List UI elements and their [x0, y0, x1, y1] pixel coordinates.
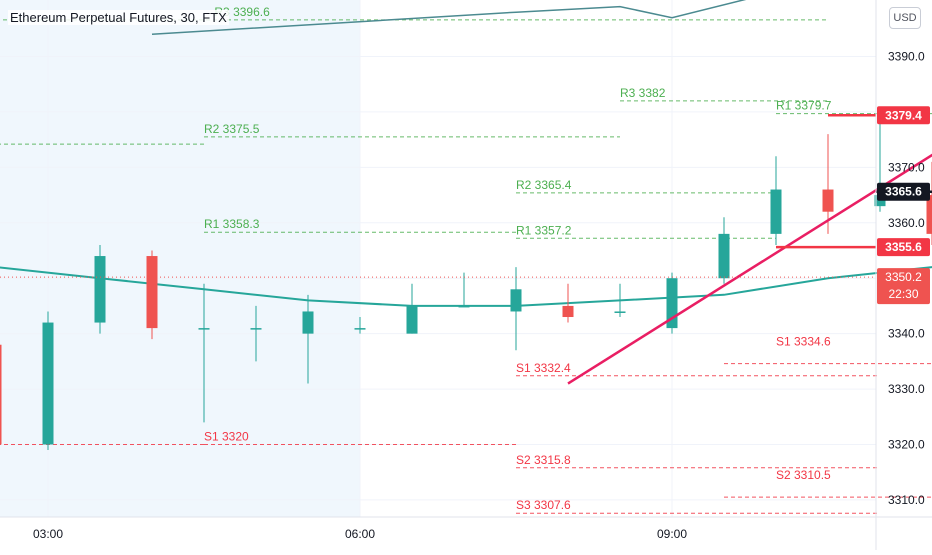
- candle: [719, 217, 730, 284]
- pivot-label: R1 3379.7: [776, 99, 832, 113]
- candle-body: [823, 190, 834, 212]
- candle: [667, 273, 678, 334]
- price-axis-label: 3379.4: [885, 108, 922, 122]
- candle: [147, 251, 158, 340]
- price-tick-label: 3390.0: [888, 50, 925, 64]
- candle-body: [563, 306, 574, 317]
- candle-body: [199, 328, 210, 330]
- pivot-label: S2 3315.8: [516, 453, 571, 467]
- pivot-label: S1 3332.4: [516, 361, 571, 375]
- bar-countdown-label: 22:30: [888, 287, 918, 301]
- price-tick-label: 3340.0: [888, 327, 925, 341]
- pivot-label: R1 3358.3: [204, 217, 260, 231]
- candle: [927, 162, 932, 245]
- price-tick-label: 3320.0: [888, 438, 925, 452]
- candle: [0, 328, 2, 461]
- candle-body: [719, 234, 730, 278]
- candle: [511, 267, 522, 350]
- session-background: [0, 0, 360, 517]
- price-axis-label: 3365.6: [885, 185, 922, 199]
- candle-body: [771, 190, 782, 234]
- candle-body: [147, 256, 158, 328]
- symbol-title: Ethereum Perpetual Futures, 30, FTX: [8, 10, 229, 25]
- candle-body: [355, 328, 366, 330]
- pivot-label: R2 3375.5: [204, 122, 260, 136]
- time-tick-label: 03:00: [33, 527, 63, 541]
- candle-body: [459, 306, 470, 308]
- price-axis-label: 3355.6: [885, 240, 922, 254]
- candle-body: [615, 311, 626, 313]
- price-tick-label: 3360.0: [888, 216, 925, 230]
- candle-body: [407, 306, 418, 334]
- candle: [407, 284, 418, 334]
- candle-body: [0, 345, 2, 445]
- price-tick-label: 3370.0: [888, 160, 925, 174]
- candle: [771, 156, 782, 245]
- candle-body: [43, 323, 54, 445]
- candle: [43, 311, 54, 450]
- pivot-label: S2 3310.5: [776, 468, 831, 482]
- pivot-label: R2 3365.4: [516, 178, 572, 192]
- pivot-label: S1 3334.6: [776, 335, 831, 349]
- price-tick-label: 3310.0: [888, 493, 925, 507]
- time-axis[interactable]: 03:0006:0009:0012:0015:0018:0021:001403:…: [33, 527, 932, 541]
- time-tick-label: 06:00: [345, 527, 375, 541]
- candle-body: [511, 289, 522, 311]
- candle: [95, 245, 106, 334]
- pivot-label: R3 3382: [620, 86, 666, 100]
- candle-body: [251, 328, 262, 330]
- pivot-label: R1 3357.2: [516, 223, 572, 237]
- time-tick-label: 09:00: [657, 527, 687, 541]
- candle-body: [927, 195, 932, 234]
- candle-body: [303, 311, 314, 333]
- pivot-label: S3 3307.6: [516, 498, 571, 512]
- price-tick-label: 3330.0: [888, 382, 925, 396]
- pivot-label: S1 3320: [204, 430, 249, 444]
- current-price-label: 3350.2: [885, 270, 922, 284]
- currency-button[interactable]: USD: [889, 7, 921, 29]
- candle-body: [95, 256, 106, 323]
